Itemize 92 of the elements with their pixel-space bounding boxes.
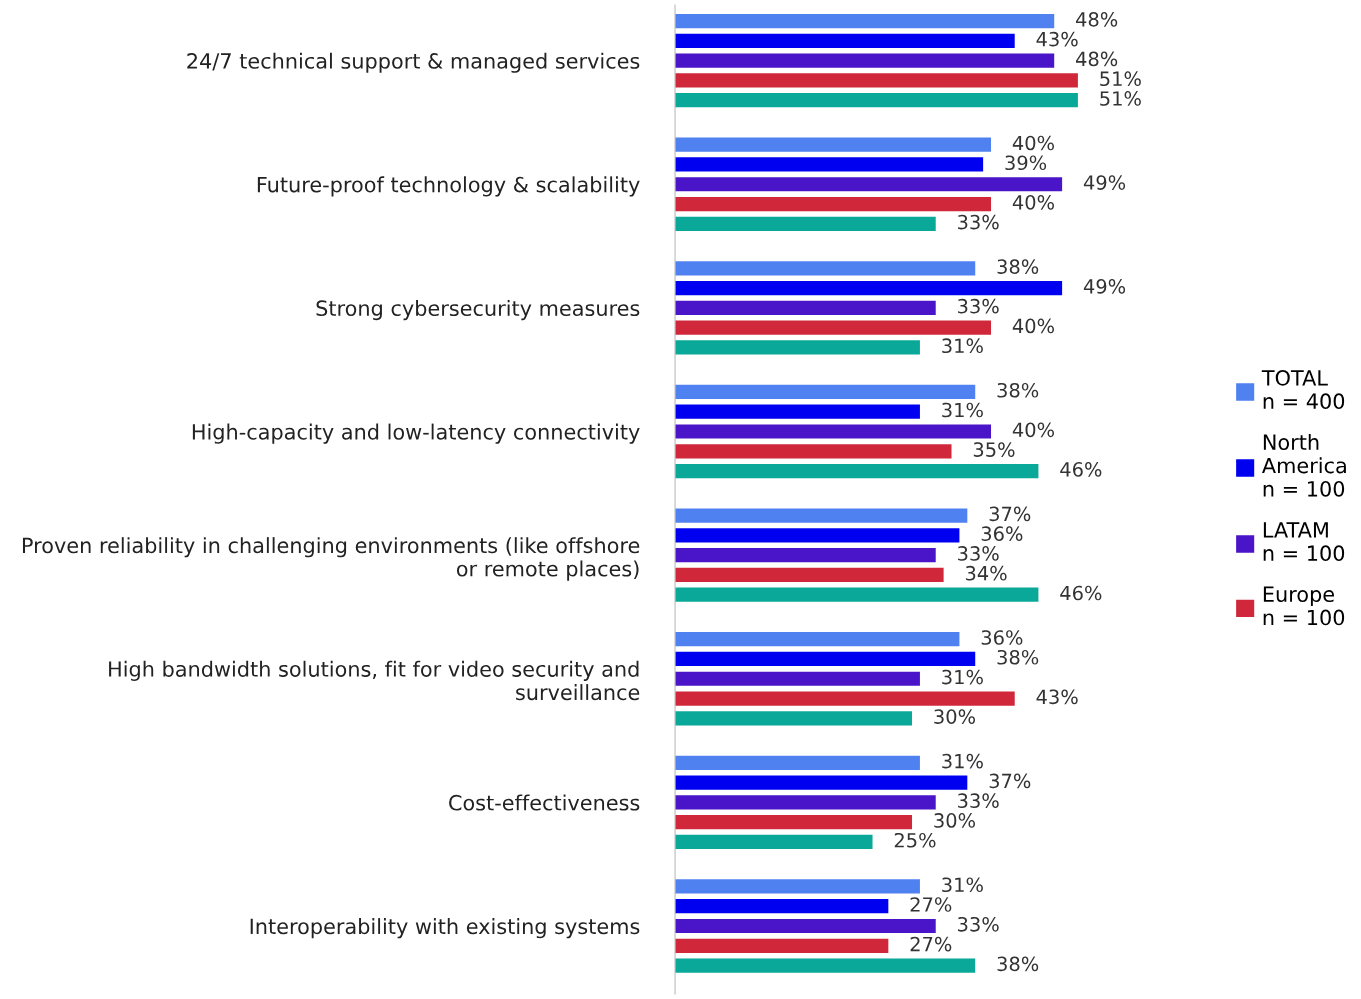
data-label: 48% [1076, 51, 1118, 67]
bar [675, 775, 968, 790]
data-label: 31% [942, 669, 983, 685]
bar [675, 424, 992, 439]
bar [675, 548, 936, 563]
data-label: 31% [942, 753, 983, 769]
bar [675, 567, 944, 583]
y-tick-label: Future-proof technology & scalability [257, 176, 640, 197]
bar [675, 815, 913, 830]
data-label: 37% [989, 506, 1031, 522]
bar [675, 53, 1055, 68]
bar [675, 958, 976, 973]
data-label: 51% [1100, 71, 1141, 87]
data-label: 37% [989, 773, 1031, 789]
bar [675, 320, 992, 335]
y-tick-label: Cost-effectiveness [449, 794, 640, 811]
bar [675, 528, 960, 543]
data-label: 46% [1060, 462, 1102, 477]
data-label: 33% [958, 546, 999, 561]
bar [675, 918, 936, 934]
data-label: 43% [1036, 689, 1078, 705]
data-label: 40% [1012, 194, 1054, 210]
bar [675, 340, 920, 355]
bar [675, 508, 968, 523]
bar [675, 300, 936, 315]
bar [675, 404, 920, 419]
legend-label: Europe n = 100 [1263, 586, 1345, 626]
bar [675, 899, 889, 914]
bar [675, 196, 992, 212]
data-label: 33% [958, 916, 999, 932]
bar [675, 463, 1039, 479]
y-tick-label: High bandwidth solutions, fit for video security and surveillance [109, 660, 640, 701]
data-label: 31% [942, 402, 983, 418]
bar [675, 13, 1055, 29]
bar [675, 73, 1078, 88]
data-label: 38% [997, 259, 1039, 274]
bar [675, 33, 1015, 48]
data-label: 35% [973, 442, 1015, 457]
data-label: 43% [1036, 31, 1078, 47]
bar [675, 938, 889, 953]
bar [675, 384, 976, 400]
bar [675, 879, 920, 894]
bar [675, 795, 936, 810]
data-label: 33% [958, 214, 999, 230]
bar [675, 651, 976, 667]
data-label: 51% [1100, 91, 1141, 106]
data-label: 38% [997, 956, 1039, 972]
bar [675, 671, 920, 686]
data-label: 39% [1005, 155, 1047, 171]
y-tick-label: Interoperability with existing systems [250, 918, 640, 939]
data-label: 36% [981, 630, 1023, 645]
data-label: 31% [942, 338, 983, 354]
bar [675, 632, 960, 647]
data-label: 49% [1083, 279, 1126, 294]
data-label: 46% [1060, 585, 1102, 601]
data-label: 25% [894, 832, 936, 848]
y-tick-label: 24/7 technical support & managed services [187, 52, 640, 73]
bar [675, 93, 1078, 108]
bar [675, 280, 1063, 296]
data-label: 30% [934, 709, 976, 724]
bar [675, 177, 1063, 192]
y-tick-label: Proven reliability in challenging environments (like offshore or remote places) [22, 537, 640, 581]
data-label: 40% [1012, 422, 1054, 438]
data-label: 36% [981, 526, 1023, 541]
bar [675, 691, 1015, 706]
data-label: 31% [942, 877, 983, 893]
data-label: 40% [1012, 135, 1054, 151]
data-label: 33% [958, 793, 999, 809]
data-label: 27% [910, 897, 952, 912]
data-label: 38% [997, 382, 1039, 398]
legend-label: North America n = 100 [1262, 433, 1346, 497]
data-label: 40% [1012, 318, 1054, 334]
bar [675, 834, 873, 850]
data-label: 48% [1076, 12, 1118, 27]
legend-label: TOTAL n = 400 [1261, 369, 1345, 410]
data-label: 34% [965, 565, 1007, 581]
bar [675, 157, 984, 172]
data-label: 30% [934, 813, 976, 828]
data-label: 49% [1083, 175, 1126, 190]
bar [675, 711, 913, 726]
bar [675, 755, 920, 770]
y-tick-label: Strong cybersecurity measures [316, 299, 640, 321]
data-label: 38% [997, 649, 1039, 665]
bar [675, 137, 992, 152]
data-label: 27% [910, 936, 952, 952]
y-tick-label: High-capacity and low-latency connectivity [192, 423, 640, 444]
data-label: 33% [958, 298, 999, 314]
bar [675, 587, 1039, 602]
legend-label: LATAM n = 100 [1263, 522, 1345, 562]
bar [675, 444, 952, 459]
bar [675, 216, 936, 231]
bar [675, 261, 976, 276]
